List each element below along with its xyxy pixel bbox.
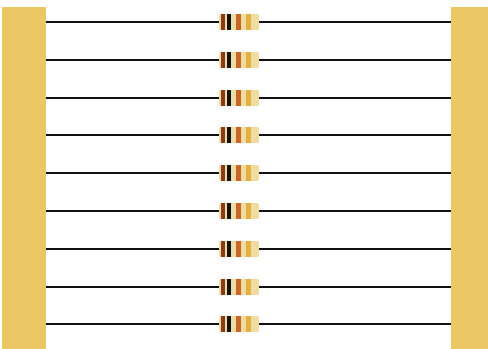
resistor-band-1 — [221, 165, 225, 181]
resistor-row — [46, 165, 451, 181]
resistor-band-2 — [227, 316, 231, 332]
resistor-band-3 — [236, 203, 241, 219]
resistor-row — [46, 127, 451, 143]
left-terminal-bar — [2, 7, 46, 349]
resistor-band-2 — [227, 127, 231, 143]
resistor-row — [46, 203, 451, 219]
resistor-band-1 — [221, 127, 225, 143]
resistor-band-1 — [221, 90, 225, 106]
resistor-band-2 — [227, 90, 231, 106]
resistor-row — [46, 90, 451, 106]
resistor-band-2 — [227, 241, 231, 257]
resistor-band-2 — [227, 165, 231, 181]
resistor-band-3 — [236, 52, 241, 68]
resistor-band-4 — [246, 316, 251, 332]
resistor-row — [46, 279, 451, 295]
resistor-row — [46, 241, 451, 257]
resistor-band-2 — [227, 52, 231, 68]
resistor-band-3 — [236, 279, 241, 295]
resistor-band-4 — [246, 52, 251, 68]
resistor-band-4 — [246, 279, 251, 295]
resistor-row — [46, 14, 451, 30]
resistor-band-2 — [227, 203, 231, 219]
resistor-rows — [46, 14, 451, 332]
resistor-band-2 — [227, 279, 231, 295]
resistor-band-1 — [221, 203, 225, 219]
resistor-band-4 — [246, 241, 251, 257]
resistor-band-3 — [236, 165, 241, 181]
resistor-band-3 — [236, 90, 241, 106]
resistor-band-1 — [221, 52, 225, 68]
resistor-band-3 — [236, 127, 241, 143]
resistor-band-1 — [221, 14, 225, 30]
resistor-row — [46, 52, 451, 68]
resistor-band-3 — [236, 14, 241, 30]
resistor-band-2 — [227, 14, 231, 30]
resistor-band-1 — [221, 279, 225, 295]
resistor-band-4 — [246, 127, 251, 143]
resistor-band-4 — [246, 90, 251, 106]
resistor-band-1 — [221, 316, 225, 332]
resistor-row — [46, 316, 451, 332]
right-terminal-bar — [451, 7, 488, 349]
resistor-band-1 — [221, 241, 225, 257]
resistor-band-4 — [246, 165, 251, 181]
resistor-band-3 — [236, 316, 241, 332]
resistor-band-3 — [236, 241, 241, 257]
resistor-band-4 — [246, 14, 251, 30]
resistor-band-4 — [246, 203, 251, 219]
